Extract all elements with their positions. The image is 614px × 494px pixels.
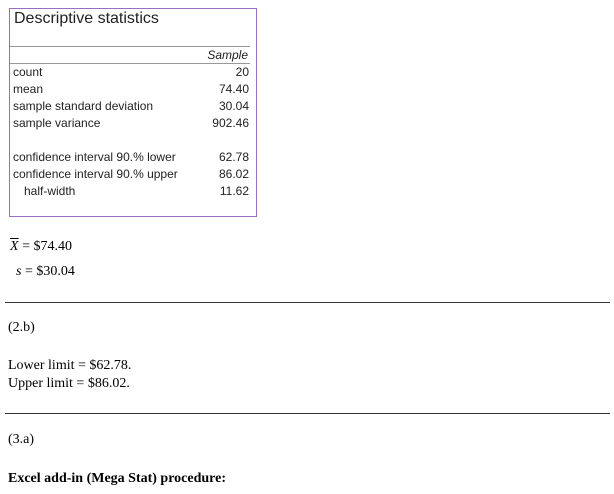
bold-line: Excel add-in (Mega Stat) procedure: [8, 471, 227, 486]
rule [5, 413, 610, 414]
row-label: confidence interval 90.% upper [13, 167, 178, 181]
row-label: sample variance [13, 116, 101, 130]
row-value: 11.62 [219, 184, 249, 198]
stats-box [9, 8, 257, 217]
row-label: count [13, 65, 43, 79]
symbol: X [10, 239, 19, 254]
box-title: Descriptive statistics [14, 10, 159, 27]
row-value: 902.46 [212, 116, 249, 130]
row-value: 20 [235, 65, 249, 79]
heading: (3.a) [8, 432, 35, 447]
row-label: sample standard deviation [13, 99, 154, 113]
row-value: 74.40 [218, 82, 249, 96]
symbol: s [16, 264, 22, 279]
formula-text: = $30.04 [24, 264, 75, 279]
heading: (2.b) [8, 320, 35, 335]
rule [10, 63, 250, 64]
rule [10, 46, 250, 47]
text-line: Upper limit = $86.02. [8, 376, 130, 391]
column-header: Sample [207, 48, 248, 62]
rule [5, 302, 610, 303]
formula: X = $74.40 [10, 239, 72, 255]
row-value: 30.04 [218, 99, 249, 113]
formula: s = $30.04 [16, 264, 75, 280]
row-value: 62.78 [218, 150, 249, 164]
formula-text: = $74.40 [22, 239, 72, 254]
row-label: half-width [24, 184, 76, 198]
row-label: confidence interval 90.% lower [13, 150, 176, 164]
row-value: 86.02 [218, 167, 249, 181]
row-label: mean [13, 82, 44, 96]
text-line: Lower limit = $62.78. [8, 358, 132, 373]
